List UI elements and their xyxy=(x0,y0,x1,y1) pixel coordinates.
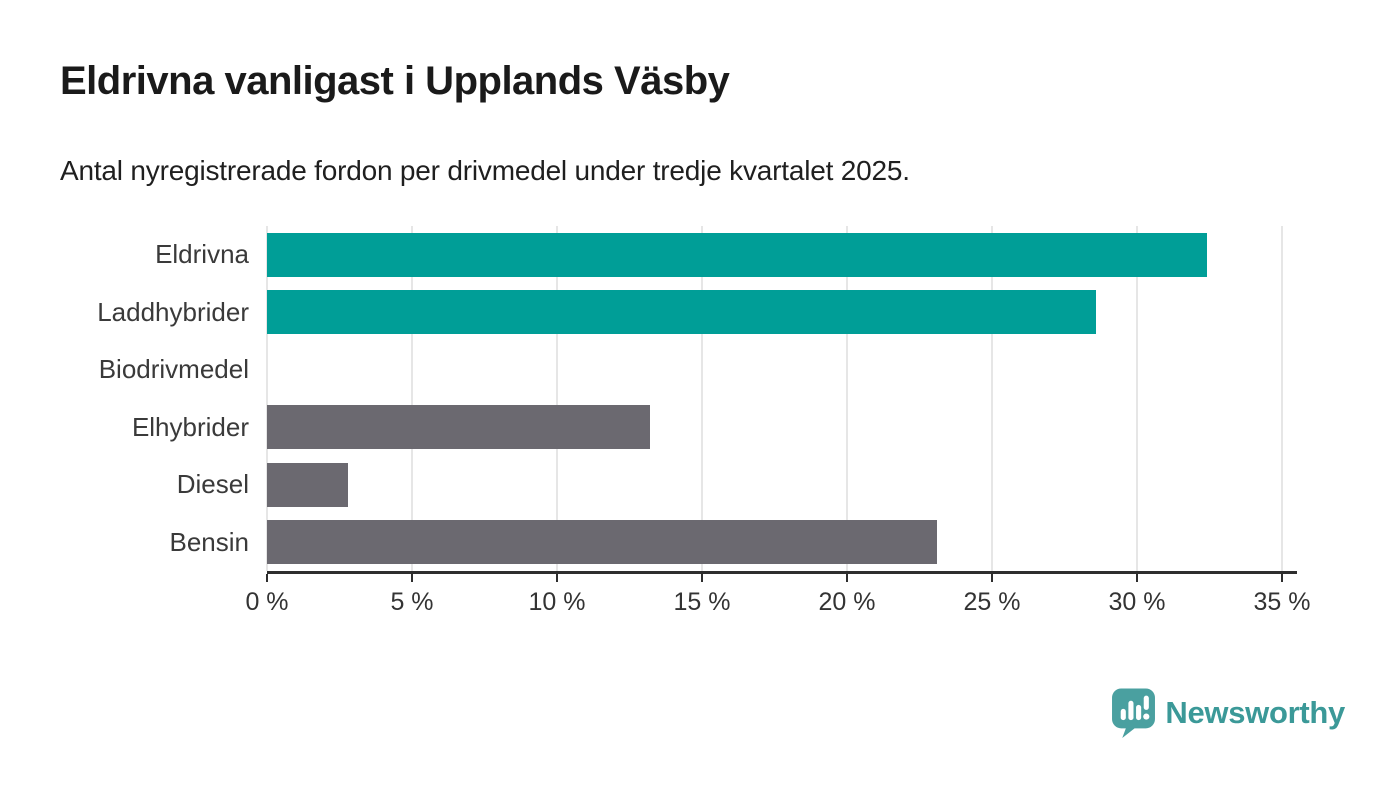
bar-chart: Eldrivna Laddhybrider Biodrivmedel Elhybrid… xyxy=(60,226,1340,646)
bar-diesel xyxy=(267,462,349,507)
category-label-bensin: Bensin xyxy=(169,526,250,557)
category-label-diesel: Diesel xyxy=(176,469,249,500)
axis-tick-label: 5 % xyxy=(390,588,434,616)
category-label-elhybrider: Elhybrider xyxy=(131,411,249,442)
newsworthy-logo-text: Newsworthy xyxy=(1165,695,1345,730)
axis-tick-label: 20 % xyxy=(818,588,876,616)
x-axis-ticks: 0 % 5 % 10 % 15 % 20 % 25 % 30 % 35 % xyxy=(245,574,1310,634)
chart-subtitle: Antal nyregistrerade fordon per drivmede… xyxy=(60,155,910,186)
axis-tick-label: 10 % xyxy=(528,588,586,616)
axis-tick xyxy=(846,574,848,582)
axis-tick xyxy=(991,574,993,582)
gridline xyxy=(1136,226,1138,571)
chart-title: Eldrivna vanligast i Upplands Väsby xyxy=(60,59,730,103)
newsworthy-logo-icon xyxy=(1112,688,1156,739)
axis-tick xyxy=(556,574,558,582)
gridline xyxy=(411,226,413,571)
axis-tick-label: 15 % xyxy=(673,588,731,616)
bar-bensin xyxy=(267,520,937,565)
bar-elhybrider xyxy=(267,405,650,450)
gridline xyxy=(991,226,993,571)
axis-tick-label: 35 % xyxy=(1253,588,1311,616)
axis-tick-label: 30 % xyxy=(1108,588,1166,616)
newsworthy-logo: Newsworthy xyxy=(1111,687,1345,739)
x-axis-line xyxy=(267,571,1297,574)
category-label-eldrivna: Eldrivna xyxy=(155,239,249,270)
bar-laddhybrider xyxy=(267,290,1097,335)
axis-tick xyxy=(1136,574,1138,582)
category-label-laddhybrider: Laddhybrider xyxy=(97,296,249,327)
category-labels-column: Eldrivna Laddhybrider Biodrivmedel Elhybrid… xyxy=(60,226,267,571)
axis-tick xyxy=(411,574,413,582)
gridline xyxy=(846,226,848,571)
axis-tick xyxy=(701,574,703,582)
gridline xyxy=(266,226,268,571)
plot-area xyxy=(266,226,1283,571)
axis-tick-label: 25 % xyxy=(963,588,1021,616)
axis-tick xyxy=(1281,574,1283,582)
category-label-biodrivmedel: Biodrivmedel xyxy=(98,354,249,385)
gridline xyxy=(556,226,558,571)
axis-tick-label: 0 % xyxy=(245,588,289,616)
gridline xyxy=(1281,226,1283,571)
bar-eldrivna xyxy=(267,232,1207,277)
axis-tick xyxy=(266,574,268,582)
gridline xyxy=(701,226,703,571)
